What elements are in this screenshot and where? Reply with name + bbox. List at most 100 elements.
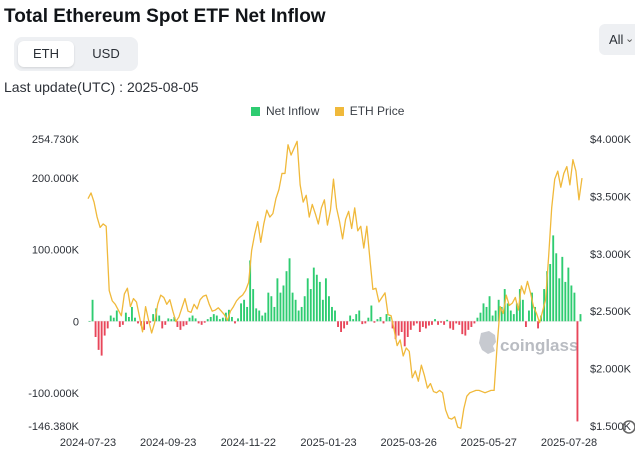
inflow-bar[interactable] [291,292,294,322]
inflow-bar[interactable] [273,306,276,322]
inflow-bar[interactable] [464,321,467,336]
inflow-bar[interactable] [376,319,379,322]
inflow-bar[interactable] [573,292,576,322]
inflow-bar[interactable] [94,321,97,337]
inflow-bar[interactable] [146,321,149,325]
inflow-bar[interactable] [255,308,258,322]
inflow-bar[interactable] [318,281,321,322]
inflow-bar[interactable] [579,314,582,322]
inflow-bar[interactable] [246,306,249,322]
legend-item-net-inflow[interactable]: Net Inflow [251,104,319,118]
inflow-bar[interactable] [212,314,215,322]
inflow-bar[interactable] [570,285,573,322]
settings-button[interactable] [622,420,635,434]
inflow-bar[interactable] [397,321,400,336]
inflow-bar[interactable] [531,292,533,322]
inflow-bar[interactable] [379,316,382,322]
inflow-bar[interactable] [252,289,255,322]
inflow-bar[interactable] [164,321,167,325]
inflow-bar[interactable] [306,278,309,322]
inflow-bar[interactable] [100,321,103,356]
inflow-bar[interactable] [385,314,388,322]
inflow-bar[interactable] [521,299,524,322]
inflow-bar[interactable] [249,260,252,322]
inflow-bar[interactable] [455,321,458,324]
inflow-bar[interactable] [179,321,182,330]
inflow-bar[interactable] [115,310,118,322]
inflow-bar[interactable] [449,321,452,329]
inflow-bar[interactable] [412,321,415,326]
inflow-bar[interactable] [221,317,224,322]
inflow-bar[interactable] [479,312,482,322]
inflow-bar[interactable] [349,315,352,322]
inflow-bar[interactable] [276,278,279,322]
inflow-bar[interactable] [270,296,273,322]
inflow-bar[interactable] [321,299,324,322]
inflow-bar[interactable] [152,314,155,322]
inflow-bar[interactable] [443,321,446,325]
inflow-bar[interactable] [382,321,385,324]
inflow-bar[interactable] [261,315,264,322]
inflow-bar[interactable] [240,303,242,322]
inflow-bar[interactable] [418,321,421,332]
unit-usd-button[interactable]: USD [92,46,120,61]
inflow-bar[interactable] [137,321,139,324]
inflow-bar[interactable] [524,321,527,327]
eth-price-line[interactable] [87,140,583,429]
inflow-bar[interactable] [161,321,164,329]
inflow-bar[interactable] [346,321,349,325]
inflow-bar[interactable] [515,303,518,322]
inflow-bar[interactable] [467,321,470,330]
inflow-bar[interactable] [509,310,512,322]
inflow-bar[interactable] [491,315,494,322]
inflow-bar[interactable] [331,306,333,322]
inflow-bar[interactable] [194,318,197,322]
inflow-bar[interactable] [446,319,449,322]
inflow-bar[interactable] [537,321,539,329]
inflow-bar[interactable] [124,312,127,322]
inflow-bar[interactable] [567,267,570,322]
inflow-bar[interactable] [309,289,312,322]
inflow-bar[interactable] [552,235,555,322]
inflow-bar[interactable] [546,271,549,322]
inflow-bar[interactable] [188,317,191,322]
inflow-bar[interactable] [106,321,109,329]
inflow-bar[interactable] [243,299,246,322]
inflow-bar[interactable] [300,306,303,322]
inflow-bar[interactable] [364,321,367,324]
inflow-bar[interactable] [358,310,361,322]
inflow-bar[interactable] [200,321,203,325]
inflow-bar[interactable] [143,321,146,330]
inflow-bar[interactable] [576,321,579,422]
inflow-bar[interactable] [197,321,200,324]
inflow-bar[interactable] [340,321,342,332]
inflow-bar[interactable] [564,281,567,322]
inflow-bar[interactable] [500,306,503,322]
legend-item-eth-price[interactable]: ETH Price [334,104,404,118]
inflow-bar[interactable] [279,292,282,322]
inflow-bar[interactable] [134,317,136,322]
inflow-bar[interactable] [424,321,427,329]
inflow-bar[interactable] [88,321,91,322]
inflow-bar[interactable] [218,319,221,322]
inflow-bar[interactable] [534,306,536,322]
inflow-bar[interactable] [388,316,391,322]
inflow-bar[interactable] [324,278,327,322]
inflow-bar[interactable] [452,321,455,330]
inflow-bar[interactable] [109,315,112,322]
inflow-bar[interactable] [431,321,433,325]
inflow-bar[interactable] [312,267,315,322]
inflow-bar[interactable] [185,321,188,325]
inflow-bar[interactable] [131,306,133,322]
inflow-bar[interactable] [367,317,370,322]
inflow-bar[interactable] [127,316,130,322]
inflow-bar[interactable] [458,321,461,325]
inflow-bar[interactable] [512,314,515,322]
inflow-bar[interactable] [482,303,485,322]
inflow-bar[interactable] [497,299,500,322]
inflow-bar[interactable] [103,321,106,336]
inflow-bar[interactable] [494,310,497,322]
inflow-bar[interactable] [231,316,233,322]
inflow-bar[interactable] [415,321,418,324]
inflow-bar[interactable] [215,315,218,322]
